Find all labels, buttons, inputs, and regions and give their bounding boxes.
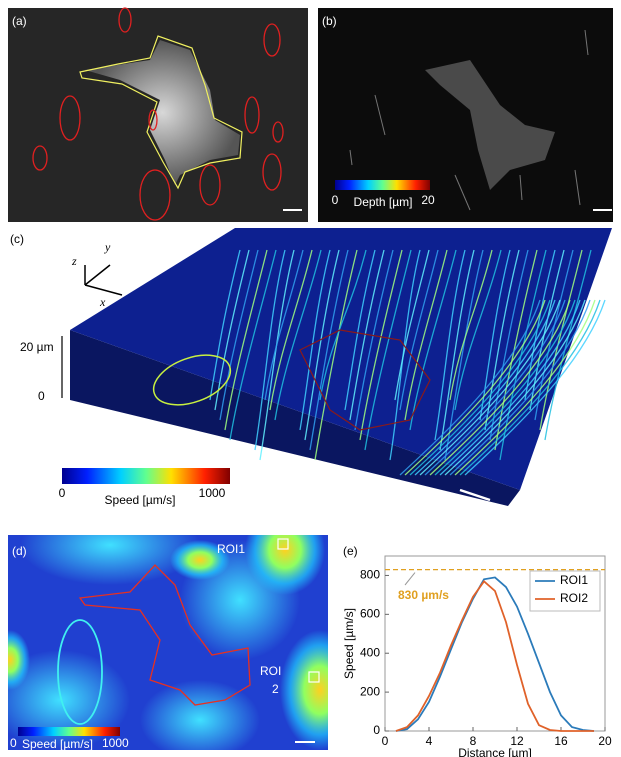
colorbar-min: 0 [332,193,339,207]
roi-label: ROI [260,664,281,678]
x-axis-label: Distance [µm] [458,746,532,757]
y-tick-label: 400 [360,645,380,659]
colorbar-min: 0 [59,486,66,500]
roi-label: 2 [272,682,279,696]
colorbar-label: Speed [µm/s] [22,737,93,751]
panel-d: ROI1 ROI 2 0 Speed [µm/s] 1000 (d) [0,505,360,757]
y-tick-label: 600 [360,607,380,621]
panel-label: (c) [10,232,24,246]
colorbar-label: Speed [µm/s] [105,493,176,507]
page: (a) 0 20 Depth [µm] (b) z y x 20 µm 0 0 … [0,0,621,757]
roi-label: ROI1 [217,542,245,556]
colorbar-max: 1000 [102,736,129,750]
axis-name: z [71,254,77,268]
panel-e: (e) 0481216200200400600800Distance [µm]S… [342,544,612,757]
colorbar [62,468,230,484]
panel-c: z y x 20 µm 0 0 1000 Speed [µm/s] (c) [10,228,612,507]
legend-label: ROI2 [560,591,588,605]
y-tick-label: 800 [360,568,380,582]
legend-label: ROI1 [560,573,588,587]
panel-label: (d) [12,544,27,558]
x-tick-label: 20 [598,734,612,748]
speed-map [0,505,360,757]
annotation: 830 µm/s [398,588,449,602]
colorbar-max: 20 [421,193,435,207]
annotation-arrow [405,573,415,585]
panel-label: (e) [343,544,358,558]
figure: (a) 0 20 Depth [µm] (b) z y x 20 µm 0 0 … [0,0,621,757]
colorbar-max: 1000 [199,486,226,500]
axis-name: y [104,240,111,254]
colorbar [335,180,430,190]
panel-label: (a) [12,14,27,28]
panel-b: 0 20 Depth [µm] (b) [318,8,613,222]
axes-icon [85,265,122,295]
x-tick-label: 4 [426,734,433,748]
y-axis-label: Speed [µm/s] [342,608,356,679]
colorbar-min: 0 [10,736,17,750]
panel-a: (a) [8,8,308,222]
y-tick-label: 0 [373,723,380,737]
height-label: 20 µm [20,340,54,354]
colorbar-label: Depth [µm] [354,195,413,209]
colorbar [18,727,120,736]
y-tick-label: 200 [360,684,380,698]
axis-name: x [99,295,106,309]
x-tick-label: 16 [554,734,568,748]
x-tick-label: 0 [382,734,389,748]
height-zero: 0 [38,389,45,403]
panel-label: (b) [322,14,337,28]
